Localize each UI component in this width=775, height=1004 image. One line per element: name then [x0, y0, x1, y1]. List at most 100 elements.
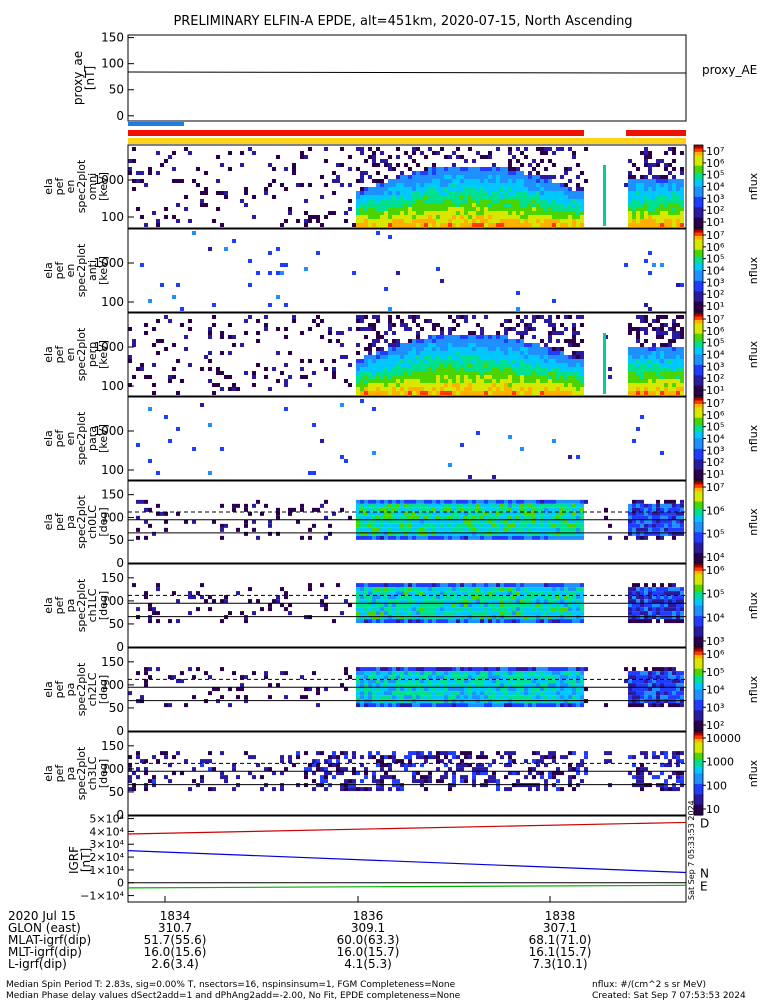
spectrogram-cell — [556, 359, 560, 363]
spectrogram-cell — [580, 375, 584, 379]
spectrogram-cell — [300, 508, 304, 512]
spectrogram-cell — [508, 327, 512, 331]
spectrogram-cell — [568, 504, 572, 508]
spectrogram-cell — [436, 615, 440, 619]
spectrogram-cell — [664, 504, 668, 508]
spectrogram-cell — [536, 175, 540, 179]
spectrogram-cell — [376, 615, 380, 619]
spectrogram-cell — [672, 203, 676, 207]
spectrogram-cell — [644, 367, 648, 371]
spectrogram-cell — [280, 587, 284, 591]
spectrogram-cell — [648, 611, 652, 615]
spectrogram-cell — [444, 691, 448, 695]
spectrogram-cell — [436, 383, 440, 387]
spectrogram-cell — [660, 331, 664, 335]
spectrogram-cell — [376, 363, 380, 367]
spectrogram-cell — [368, 587, 372, 591]
spectrogram-cell — [540, 207, 544, 211]
spectrogram-cell — [368, 387, 372, 391]
spectrogram-cell — [680, 607, 684, 611]
spectrogram-cell — [288, 508, 292, 512]
spectrogram-cell — [660, 219, 664, 223]
spectrogram-cell — [356, 591, 360, 595]
spectrogram-cell — [664, 375, 668, 379]
spectrogram-cell — [392, 524, 396, 528]
spectrogram-cell — [548, 379, 552, 383]
spectrogram-cell — [492, 359, 496, 363]
spectrogram-cell — [580, 191, 584, 195]
spectrogram-cell — [648, 271, 652, 275]
spectrogram-cell — [512, 155, 516, 159]
spectrogram-cell — [160, 283, 164, 287]
colorbar-tick-label: 10¹ — [706, 468, 724, 481]
spectrogram-cell — [580, 504, 584, 508]
spectrogram-cell — [416, 383, 420, 387]
spectrogram-cell — [640, 615, 644, 619]
spectrogram-cell — [560, 520, 564, 524]
spectrogram-cell — [384, 615, 388, 619]
spectrogram-cell — [476, 520, 480, 524]
spectrogram-cell — [348, 207, 352, 211]
spectrogram-cell — [220, 504, 224, 508]
panel-energy-para-cells — [136, 399, 664, 479]
spectrogram-cell — [460, 611, 464, 615]
spectrogram-cell — [668, 500, 672, 504]
proxy-ae-legend: proxy_AE — [702, 63, 757, 77]
spectrogram-cell — [324, 500, 328, 504]
panel-frame — [128, 229, 686, 312]
spectrogram-cell — [548, 339, 552, 343]
spectrogram-cell — [372, 315, 376, 319]
spectrogram-cell — [556, 587, 560, 591]
spectrogram-cell — [444, 587, 448, 591]
spectrogram-cell — [452, 508, 456, 512]
spectrogram-cell — [680, 508, 684, 512]
spectrogram-cell — [176, 391, 180, 395]
spectrogram-cell — [244, 615, 248, 619]
spectrogram-cell — [652, 223, 656, 227]
spectrogram-cell — [576, 524, 580, 528]
spectrogram-cell — [200, 403, 204, 407]
spectrogram-cell — [408, 175, 412, 179]
spectrogram-cell — [636, 215, 640, 219]
spectrogram-cell — [564, 195, 568, 199]
spectrogram-cell — [656, 524, 660, 528]
spectrogram-cell — [308, 536, 312, 540]
spectrogram-cell — [500, 591, 504, 595]
spectrogram-cell — [648, 207, 652, 211]
spectrogram-cell — [400, 695, 404, 699]
spectrogram-cell — [396, 587, 400, 591]
spectrogram-cell — [652, 611, 656, 615]
spectrogram-cell — [676, 331, 680, 335]
spectrogram-cell — [544, 387, 548, 391]
spectrogram-cell — [412, 355, 416, 359]
spectrogram-cell — [516, 159, 520, 163]
spectrogram-cell — [180, 307, 184, 311]
spectrogram-cell — [404, 387, 408, 391]
spectrogram-cell — [480, 347, 484, 351]
spectrogram-cell — [544, 667, 548, 671]
spectrogram-cell — [388, 611, 392, 615]
spectrogram-cell — [364, 387, 368, 391]
spectrogram-cell — [648, 615, 652, 619]
spectrogram-cell — [508, 359, 512, 363]
spectrogram-cell — [660, 215, 664, 219]
spectrogram-cell — [648, 379, 652, 383]
proxy-ae-tick-label: 50 — [109, 83, 124, 97]
spectrogram-cell — [476, 207, 480, 211]
spectrogram-cell — [432, 691, 436, 695]
spectrogram-cell — [572, 355, 576, 359]
spectrogram-cell — [436, 504, 440, 508]
spectrogram-cell — [520, 207, 524, 211]
spectrogram-cell — [408, 675, 412, 679]
spectrogram-cell — [532, 315, 536, 319]
spectrogram-cell — [468, 335, 472, 339]
spectrogram-cell — [468, 675, 472, 679]
spectrogram-cell — [364, 611, 368, 615]
spectrogram-cell — [644, 351, 648, 355]
spectrogram-cell — [468, 391, 472, 395]
spectrogram-cell — [668, 163, 672, 167]
spectrogram-cell — [468, 611, 472, 615]
spectrogram-cell — [396, 343, 400, 347]
spectrogram-cell — [560, 524, 564, 528]
spectrogram-cell — [400, 371, 404, 375]
